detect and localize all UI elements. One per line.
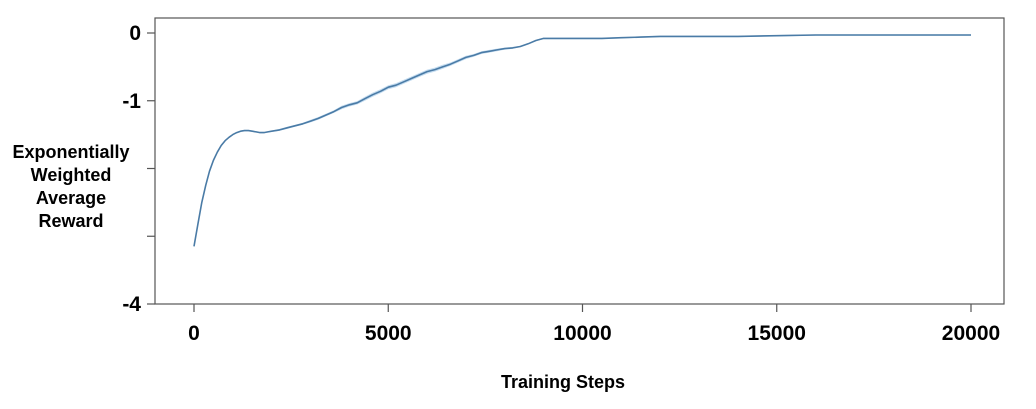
y-axis-title-line: Weighted xyxy=(31,165,112,185)
x-tick-label: 10000 xyxy=(553,322,611,345)
y-axis-title-line: Exponentially xyxy=(12,142,129,162)
reward-series-line xyxy=(193,34,971,247)
y-tick-label: -1 xyxy=(122,90,141,113)
x-tick-label: 0 xyxy=(188,322,200,345)
series-confidence-band xyxy=(194,34,971,247)
y-tick-label: -4 xyxy=(122,293,141,316)
x-axis-ticks: 0 5000 10000 15000 20000 xyxy=(188,304,1000,345)
series-layer xyxy=(193,34,971,247)
x-tick-label: 15000 xyxy=(748,322,806,345)
y-axis-title-line: Average xyxy=(36,188,106,208)
x-tick-label: 5000 xyxy=(365,322,412,345)
plot-frame xyxy=(154,17,1005,305)
y-axis-title-line: Reward xyxy=(38,211,103,231)
x-tick-label: 20000 xyxy=(942,322,1000,345)
x-axis-title: Training Steps xyxy=(501,372,625,392)
y-axis-ticks: 0 -1 -4 xyxy=(122,22,155,316)
y-tick-label: 0 xyxy=(129,22,141,45)
y-axis-title: Exponentially Weighted Average Reward xyxy=(12,142,129,231)
